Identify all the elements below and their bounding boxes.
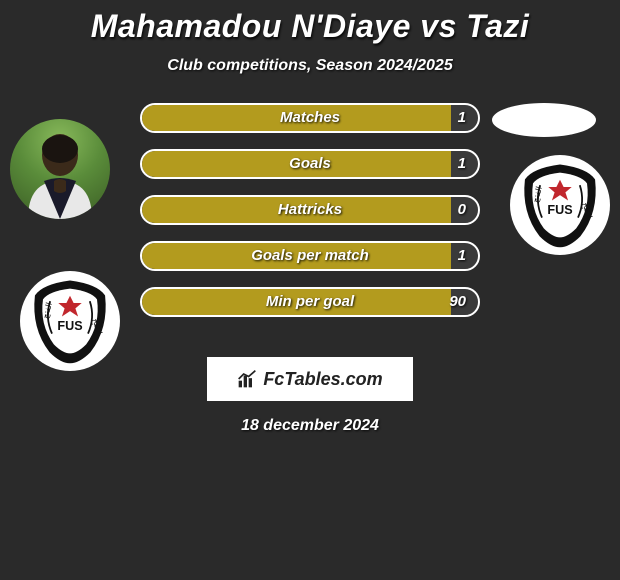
- stat-bar-label: Goals per match: [142, 243, 478, 269]
- stat-bar-label: Matches: [142, 105, 478, 131]
- bars-icon: [237, 369, 257, 389]
- brand-text: FcTables.com: [263, 369, 382, 390]
- svg-text:FUS: FUS: [57, 319, 82, 333]
- club-crest-icon: FUS الفتح الفتح: [515, 160, 605, 250]
- club-crest-icon: FUS الفتح الفتح: [25, 276, 115, 366]
- stat-bar: Matches 1: [140, 103, 480, 133]
- player-silhouette-icon: [10, 119, 110, 219]
- stat-bar-label: Min per goal: [142, 289, 478, 315]
- stat-bar-label: Goals: [142, 151, 478, 177]
- stat-bars: Matches 1 Goals 1 Hattricks 0 Goals per …: [140, 103, 480, 317]
- page-subtitle: Club competitions, Season 2024/2025: [0, 57, 620, 75]
- date-line: 18 december 2024: [0, 417, 620, 435]
- player-left-club-badge: FUS الفتح الفتح: [20, 271, 120, 371]
- stat-bar-value: 0: [458, 197, 466, 223]
- stat-bar: Hattricks 0: [140, 195, 480, 225]
- stat-bar: Goals 1: [140, 149, 480, 179]
- svg-text:FUS: FUS: [547, 203, 572, 217]
- stat-bar-label: Hattricks: [142, 197, 478, 223]
- stat-bar-value: 1: [458, 151, 466, 177]
- brand-box: FcTables.com: [207, 357, 413, 401]
- stat-bar: Goals per match 1: [140, 241, 480, 271]
- stat-bar-value: 90: [449, 289, 466, 315]
- player-left-avatar: [10, 119, 110, 219]
- comparison-area: FUS الفتح الفتح FUS الفتح الفتح Matches …: [0, 103, 620, 317]
- player-right-avatar: [492, 103, 596, 137]
- stat-bar: Min per goal 90: [140, 287, 480, 317]
- stat-bar-value: 1: [458, 243, 466, 269]
- page-title: Mahamadou N'Diaye vs Tazi: [0, 0, 620, 45]
- stat-bar-value: 1: [458, 105, 466, 131]
- player-right-club-badge: FUS الفتح الفتح: [510, 155, 610, 255]
